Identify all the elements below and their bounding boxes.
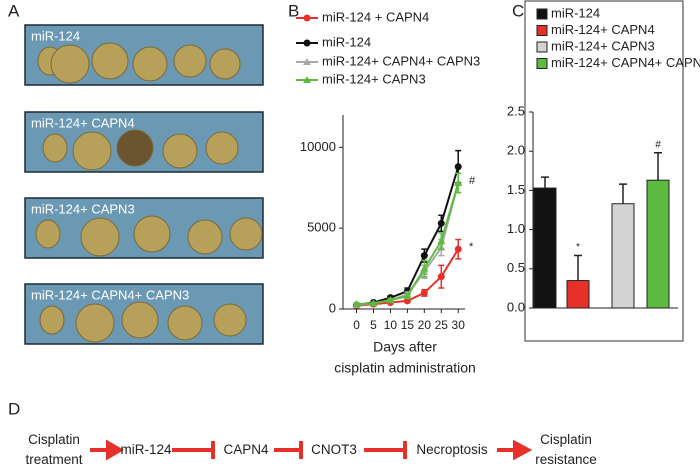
panel-frame	[524, 0, 684, 342]
panel-label: D	[8, 399, 20, 418]
tumor	[187, 219, 223, 255]
point	[420, 264, 429, 272]
legend-label: miR-124	[322, 34, 371, 49]
point	[420, 252, 428, 260]
point	[437, 273, 445, 281]
legend-label: miR-124 + CAPN4	[322, 9, 429, 24]
bar	[566, 280, 590, 309]
tumor	[121, 301, 159, 339]
tumor	[213, 303, 247, 337]
tumor	[80, 217, 120, 257]
y-tick-label: 5000	[307, 220, 336, 235]
annotation: *	[469, 241, 474, 253]
tumor	[229, 217, 263, 251]
arrow-head	[106, 439, 124, 461]
point	[454, 178, 463, 186]
legend-label: miR-124+ CAPN3	[551, 38, 655, 53]
pathway-node: Cisplatin resistance	[535, 432, 597, 467]
tumor	[91, 42, 129, 80]
error-bar	[619, 183, 627, 204]
x-tick-label: 10	[384, 318, 398, 332]
tumor	[39, 305, 65, 335]
y-tick-label: 0	[329, 300, 336, 315]
annotation: *	[576, 242, 580, 253]
bar	[646, 179, 670, 309]
tumor	[42, 133, 68, 163]
annotation: #	[655, 139, 661, 150]
legend-swatch	[536, 25, 548, 36]
x-tick-label: 5	[370, 318, 377, 332]
bar	[533, 187, 557, 309]
tumor	[205, 131, 239, 165]
legend-label: miR-124+ CAPN4+ CAPN3	[551, 55, 700, 70]
point	[352, 300, 361, 308]
point	[403, 292, 412, 300]
photo-label: miR-124+ CAPN4+ CAPN3	[31, 287, 189, 302]
panel-label: A	[8, 1, 20, 20]
tumor	[116, 129, 154, 167]
point	[454, 163, 462, 171]
x-tick-label: 20	[418, 318, 432, 332]
tumor	[162, 133, 198, 169]
pathway-node: Necroptosis	[416, 442, 488, 457]
legend-swatch	[536, 8, 548, 20]
legend-label: miR-124+ CAPN3	[322, 71, 426, 86]
tumor	[132, 46, 168, 82]
error-bar	[654, 152, 662, 181]
legend-label: miR-124+ CAPN4+ CAPN3	[322, 53, 480, 68]
legend-swatch	[536, 41, 548, 53]
arrow-head	[513, 439, 533, 461]
bar	[611, 203, 635, 309]
x-tick-label: 25	[435, 318, 449, 332]
y-tick-label: 10000	[300, 139, 336, 154]
pathway-node: CAPN4	[223, 442, 269, 457]
point	[369, 299, 378, 307]
tumor	[173, 44, 207, 78]
point	[437, 219, 445, 227]
error-bar	[574, 254, 582, 281]
y-tick-label: 2.0	[507, 143, 525, 158]
point	[454, 245, 462, 253]
x-tick-label: 30	[452, 318, 466, 332]
panel-label: C	[512, 1, 524, 20]
legend-marker	[303, 39, 311, 47]
legend-marker	[303, 76, 311, 83]
y-tick-label: 0.0	[507, 299, 525, 314]
error-bar	[541, 176, 549, 189]
x-tick-label: 0	[353, 318, 360, 332]
tumor	[167, 305, 203, 341]
panel-label: B	[288, 1, 299, 20]
y-tick-label: 2.5	[507, 103, 525, 118]
photo-label: miR-124	[31, 28, 80, 43]
point	[420, 289, 428, 297]
x-axis-label: cisplatin administration	[334, 360, 476, 376]
legend-label: miR-124	[551, 5, 600, 20]
point	[437, 237, 446, 245]
photo-label: miR-124+ CAPN3	[31, 201, 135, 216]
point	[386, 296, 395, 304]
y-tick-label: 1.5	[507, 182, 525, 197]
tumor	[35, 219, 61, 249]
pathway-node: miR-124	[120, 442, 172, 457]
tumor	[75, 303, 115, 343]
y-tick-label: 1.0	[507, 221, 525, 236]
tumor	[50, 44, 90, 84]
y-tick-label: 0.5	[507, 260, 525, 275]
legend-marker	[303, 14, 311, 22]
legend-label: miR-124+ CAPN4	[551, 22, 655, 37]
tumor	[72, 131, 112, 171]
pathway-node: CNOT3	[311, 442, 357, 457]
pathway-edges	[90, 439, 533, 461]
annotation: #	[469, 175, 476, 187]
photo-label: miR-124+ CAPN4	[31, 115, 135, 130]
legend-swatch	[536, 58, 548, 69]
tumor	[209, 48, 241, 80]
tumor	[133, 215, 171, 253]
legend-marker	[303, 58, 311, 65]
x-axis-label: Days after	[373, 339, 437, 355]
x-tick-label: 15	[401, 318, 415, 332]
pathway-node: Cisplatin treatment	[25, 432, 83, 467]
